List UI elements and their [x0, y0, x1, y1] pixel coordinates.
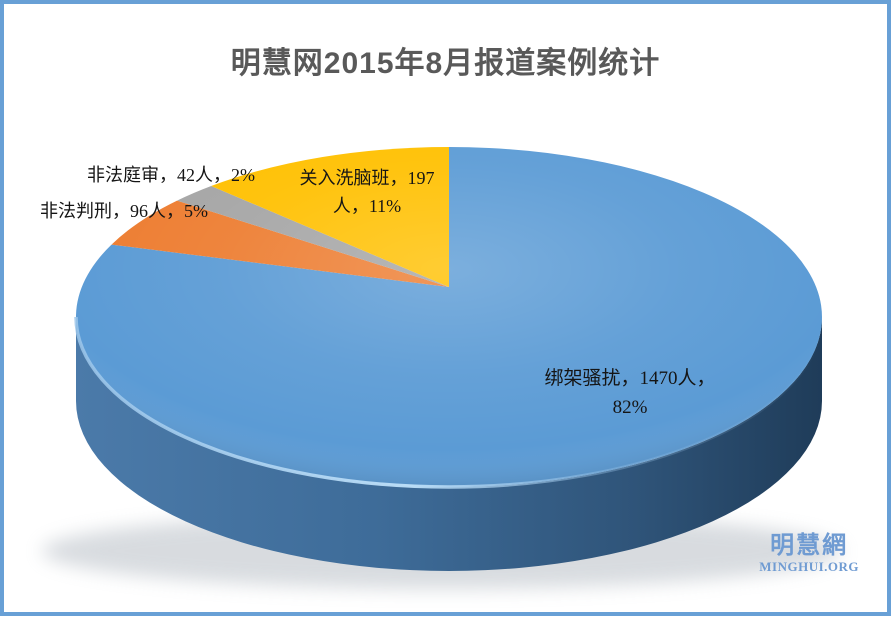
slice-label-illegal-trial: 非法庭审，42人，2% [61, 161, 281, 189]
slice-label-kidnap-harass: 绑架骚扰，1470人， 82% [500, 364, 760, 422]
chart-title: 明慧网2015年8月报道案例统计 [4, 38, 887, 82]
minghui-logo-latin: MINGHUI.ORG [759, 560, 859, 574]
slice-label-line: 82% [500, 393, 760, 422]
slice-label-line: 关入洗脑班，197 [267, 164, 467, 192]
slice-label-line: 非法判刑，96人，5% [14, 197, 234, 225]
pie-chart [4, 4, 891, 620]
minghui-logo-cjk: 明慧網 [759, 533, 859, 558]
slice-label-line: 非法庭审，42人，2% [61, 161, 281, 189]
slice-label-brainwashing: 关入洗脑班，197 人，11% [267, 164, 467, 220]
slice-label-line: 绑架骚扰，1470人， [500, 364, 760, 393]
minghui-logo: 明慧網 MINGHUI.ORG [759, 533, 859, 574]
slice-label-line: 人，11% [267, 192, 467, 220]
slice-label-illegal-sentencing: 非法判刑，96人，5% [14, 197, 234, 225]
